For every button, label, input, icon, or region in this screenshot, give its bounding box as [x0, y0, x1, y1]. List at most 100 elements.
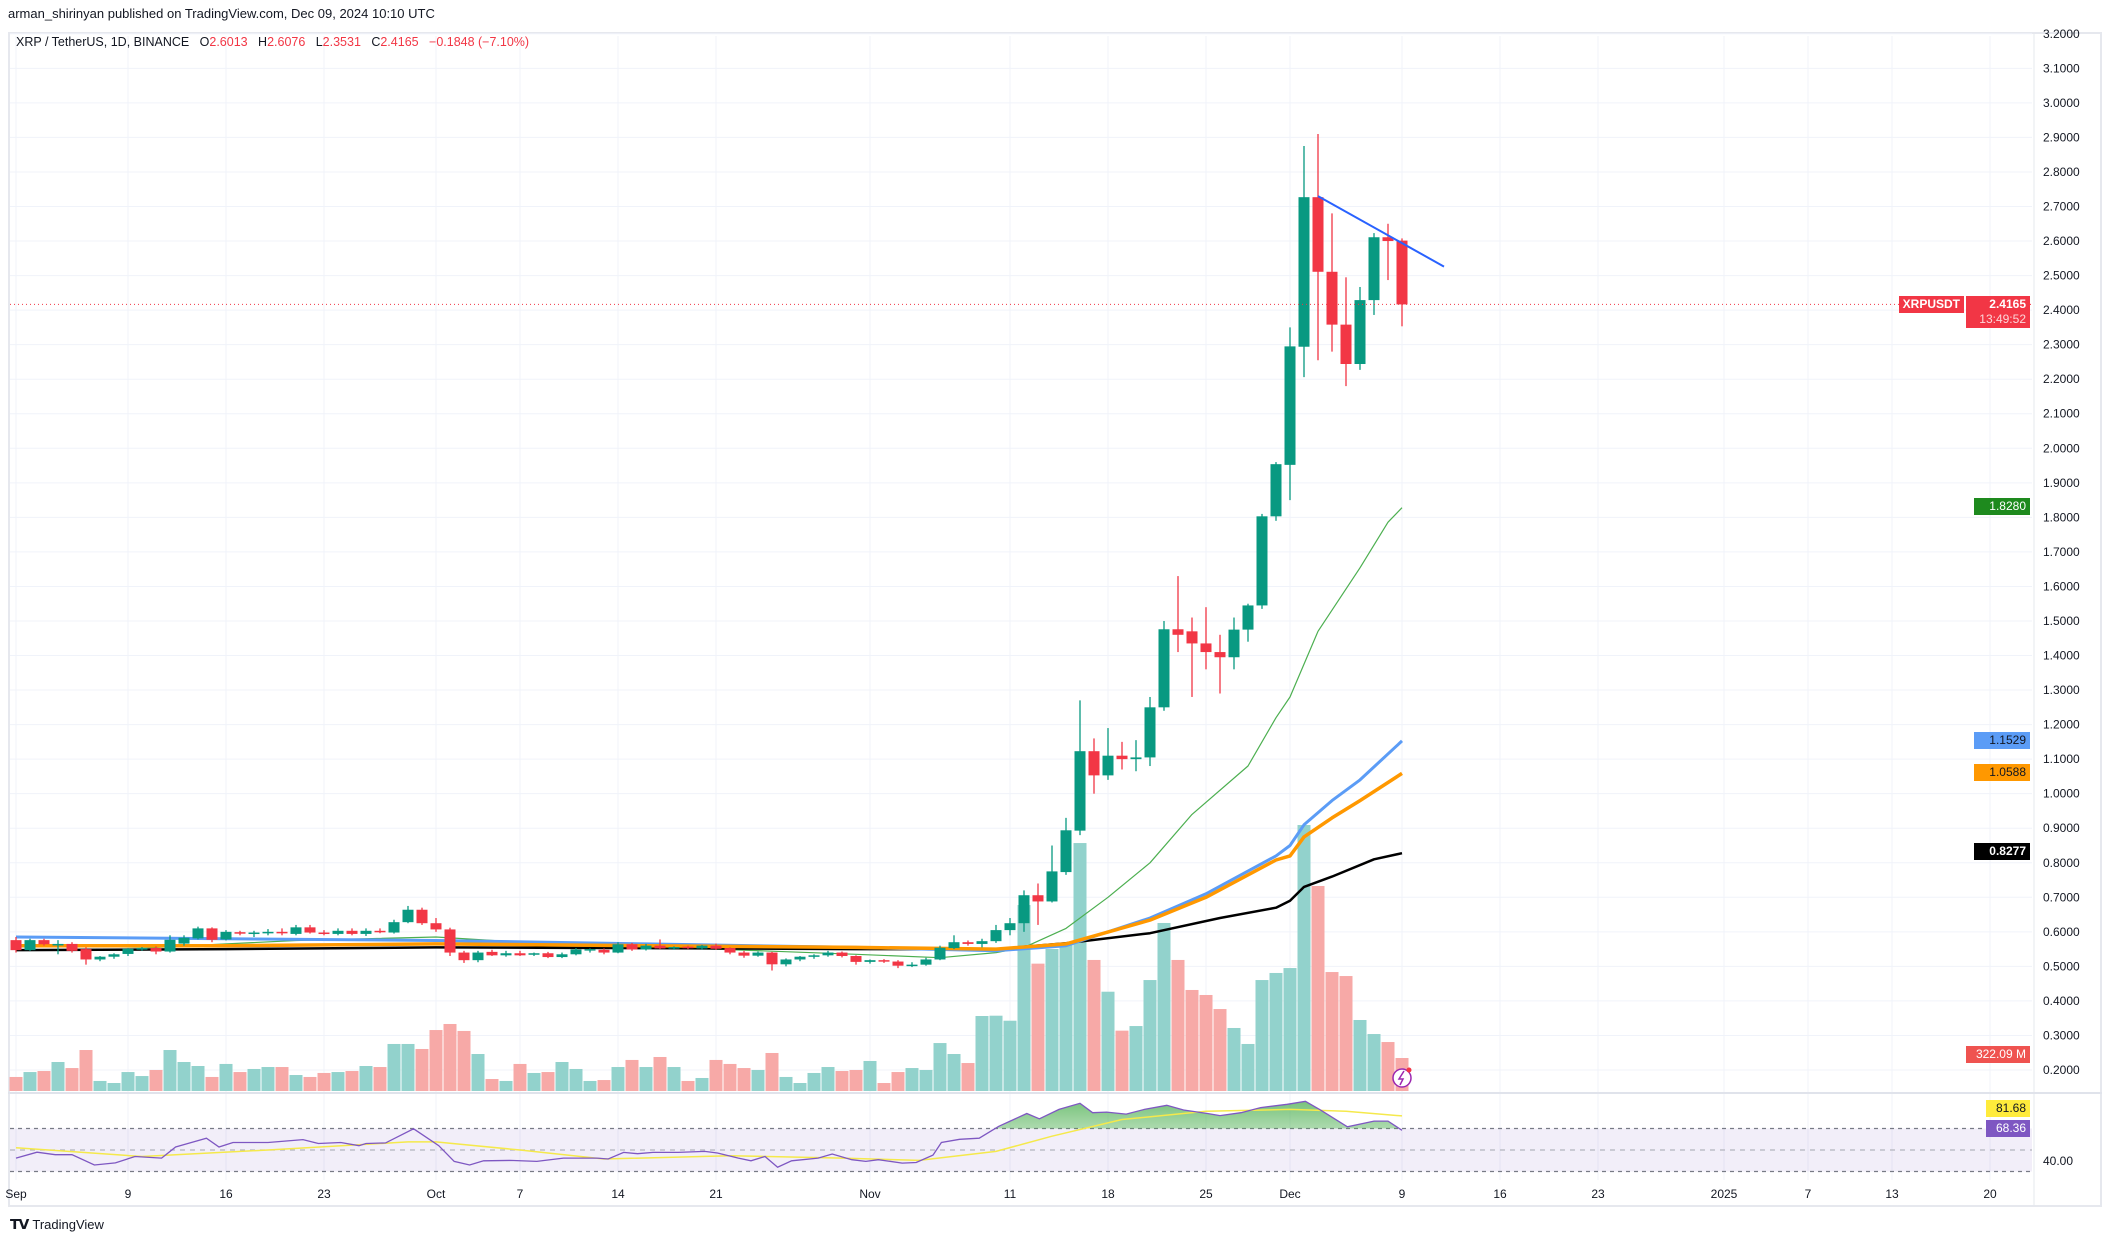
candle [444, 927, 456, 957]
volume-bar [975, 1016, 989, 1091]
volume-bar [1101, 991, 1115, 1091]
volume-bar [51, 1062, 65, 1091]
candle [808, 954, 820, 959]
price-axis-label: 2.0000 [2043, 441, 2080, 455]
volume-bar [79, 1050, 93, 1091]
volume-bar [289, 1075, 303, 1091]
candle [598, 948, 610, 955]
candle-body [528, 953, 540, 955]
candle [150, 946, 162, 955]
volume-badge: 322.09 M [1966, 1046, 2030, 1063]
last-price-badge: 2.4165 13:49:52 [1966, 296, 2030, 328]
candle-body [290, 927, 302, 934]
candle-body [934, 947, 946, 960]
candle [822, 950, 834, 957]
candle-body [1088, 751, 1100, 776]
symbol-price-tag: XRPUSDT [1898, 296, 1964, 313]
candle [332, 928, 344, 936]
price-axis-label: 2.3000 [2043, 338, 2080, 352]
volume-bar [1269, 972, 1283, 1091]
time-axis-label: 16 [219, 1187, 233, 1201]
volume-bar [681, 1080, 695, 1091]
candle-body [668, 947, 680, 949]
candle-body [682, 946, 694, 949]
tradingview-brand[interactable]: 𝗧𝗩 TradingView [10, 1216, 104, 1233]
candle-body [472, 952, 484, 961]
candle-body [136, 948, 148, 950]
candle [1228, 617, 1240, 670]
candle-body [360, 930, 372, 934]
volume-bar [513, 1063, 527, 1091]
candle [1396, 238, 1408, 327]
candle-body [332, 930, 344, 934]
volume-bar [1213, 1009, 1227, 1091]
candle-body [444, 929, 456, 953]
volume-bar [233, 1072, 247, 1091]
candle [654, 939, 666, 950]
price-axis-label: 1.4000 [2043, 649, 2080, 663]
candle-body [1116, 755, 1128, 760]
volume-bar [1227, 1027, 1241, 1091]
volume-bar [401, 1043, 415, 1091]
candle [262, 929, 274, 936]
low-label: L [315, 35, 323, 49]
price-axis-label: 1.0000 [2043, 787, 2080, 801]
candle [402, 905, 414, 924]
time-axis-label: 21 [709, 1187, 723, 1201]
time-axis-label: 9 [1399, 1187, 1406, 1201]
volume-bar [583, 1080, 597, 1091]
candle-body [178, 937, 190, 944]
candle-body [836, 952, 848, 957]
chart-frame [8, 32, 2102, 1207]
candle [1046, 845, 1058, 903]
candle-body [766, 952, 778, 965]
candle [10, 937, 22, 953]
volume-bar [149, 1069, 163, 1091]
candle-body [962, 942, 974, 944]
candle [1004, 918, 1016, 936]
price-axis-label: 3.1000 [2043, 61, 2080, 75]
candle [206, 927, 218, 943]
close-label: C [371, 35, 381, 49]
open-value: 2.6013 [209, 35, 248, 49]
candle [1298, 146, 1310, 378]
candle [920, 957, 932, 966]
candle-body [1018, 895, 1030, 924]
candle [1270, 462, 1282, 521]
candle-body [262, 931, 274, 934]
volume-bar [807, 1072, 821, 1091]
price-axis-label: 3.0000 [2043, 96, 2080, 110]
volume-bar [373, 1067, 387, 1091]
volume-bar [93, 1080, 107, 1091]
volume-bar [471, 1054, 485, 1091]
candle [178, 935, 190, 946]
candle-body [1200, 643, 1212, 653]
volume-bar [765, 1052, 779, 1091]
candle [500, 950, 512, 957]
low-value: 2.3531 [322, 35, 361, 49]
volume-bar [961, 1063, 975, 1091]
candle [192, 926, 204, 940]
candle [164, 935, 176, 953]
volume-bar [65, 1068, 79, 1091]
candle [948, 935, 960, 950]
volume-bar [303, 1076, 317, 1091]
volume-bar [1115, 1030, 1129, 1091]
candle [346, 928, 358, 936]
volume-bar [709, 1059, 723, 1091]
volume-bar [1283, 968, 1297, 1091]
volume-bar [821, 1067, 835, 1091]
volume-bar [247, 1068, 261, 1091]
symbol-name[interactable]: XRP / TetherUS, 1D, BINANCE [16, 35, 190, 49]
candle-body [822, 952, 834, 956]
volume-bar [1353, 1019, 1367, 1091]
candle [1312, 133, 1324, 361]
candle [1130, 740, 1142, 772]
volume-bar [723, 1063, 737, 1091]
candle-body [24, 940, 36, 951]
time-axis-label: 14 [611, 1187, 625, 1201]
candle-body [920, 959, 932, 965]
candle-body [66, 943, 78, 951]
candle-body [150, 948, 162, 952]
